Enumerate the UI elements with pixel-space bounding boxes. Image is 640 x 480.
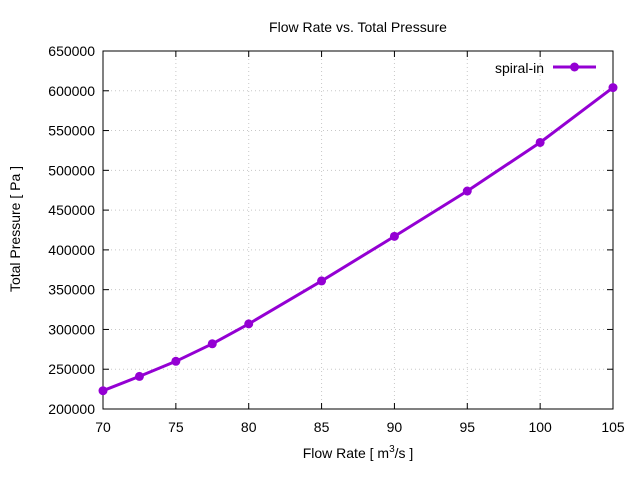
- data-point: [207, 339, 217, 349]
- y-tick-label: 350000: [48, 282, 95, 298]
- series-line: [102, 86, 614, 393]
- x-tick-label: 105: [601, 419, 625, 435]
- x-axis-title-superscript: 3: [389, 444, 395, 455]
- x-axis-title: Flow Rate [ m3/s ]: [303, 444, 414, 461]
- x-tick-label: 80: [241, 419, 257, 435]
- legend-label: spiral-in: [495, 60, 544, 76]
- x-tick-label: 100: [528, 419, 552, 435]
- y-tick-label: 400000: [48, 242, 95, 258]
- y-tick-label: 300000: [48, 321, 95, 337]
- data-point: [244, 319, 254, 329]
- data-point: [98, 386, 108, 396]
- series-layer: [98, 83, 618, 396]
- y-axis-title: Total Pressure [ Pa ]: [7, 166, 23, 292]
- data-point: [608, 83, 618, 93]
- data-point: [317, 276, 327, 286]
- y-tick-label: 200000: [48, 401, 95, 417]
- data-point: [389, 231, 399, 241]
- data-point: [462, 186, 472, 196]
- legend: spiral-in: [495, 60, 596, 76]
- x-tick-label: 75: [168, 419, 184, 435]
- x-axis-title-prefix: Flow Rate [ m: [303, 445, 389, 461]
- x-tick-label: 85: [314, 419, 330, 435]
- y-tick-label: 600000: [48, 83, 95, 99]
- y-tick-label: 500000: [48, 162, 95, 178]
- data-point: [171, 356, 181, 366]
- y-tick-label: 550000: [48, 123, 95, 139]
- chart-title: Flow Rate vs. Total Pressure: [269, 19, 447, 35]
- data-point: [535, 137, 545, 147]
- data-point: [134, 371, 144, 381]
- y-tick-label: 650000: [48, 43, 95, 59]
- x-tick-label: 70: [95, 419, 111, 435]
- grid: [103, 51, 613, 409]
- y-tick-label: 450000: [48, 202, 95, 218]
- y-tick-label: 250000: [48, 361, 95, 377]
- x-tick-label: 90: [387, 419, 403, 435]
- x-tick-label: 95: [459, 419, 475, 435]
- legend-marker: [570, 62, 579, 72]
- x-axis-title-suffix: /s ]: [395, 445, 414, 461]
- axis-ticks: 70 75 80 85 90 95 100 105 200000 250000 300000 3500…: [48, 43, 625, 435]
- plot-frame: [102, 50, 614, 410]
